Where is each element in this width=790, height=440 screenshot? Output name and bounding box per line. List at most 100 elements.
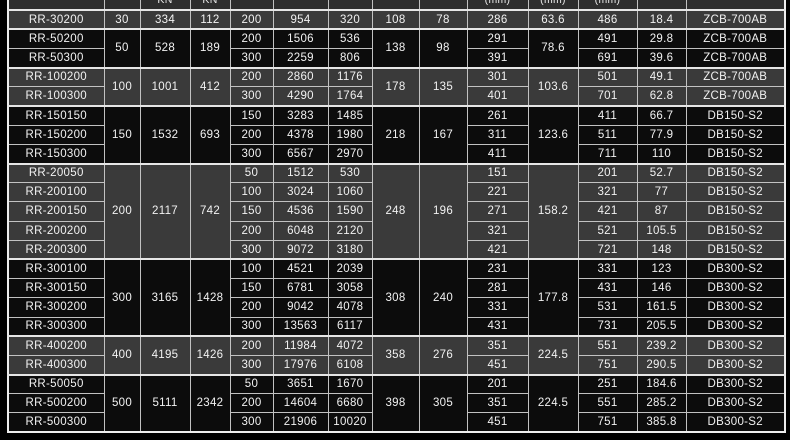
val3-cell: 49.1: [636, 66, 687, 88]
pump-model-cell: DB150-S2: [685, 182, 786, 203]
dia1-cell: 308: [371, 258, 420, 337]
pump-model-cell: DB150-S2: [685, 201, 786, 222]
val1-cell: 4290: [272, 86, 329, 107]
mm1-cell: 201: [466, 373, 529, 395]
mid-cell: 177.8: [527, 258, 579, 337]
stroke-cell: 50: [229, 373, 274, 395]
table-row: RR-150200 200 4378 1980 311 511 77.9 DB150-S2: [7, 124, 786, 145]
tonnage-cell: 200: [103, 162, 141, 260]
stroke-cell: 200: [229, 8, 274, 30]
mm2-cell: 551: [577, 393, 638, 414]
dia2-cell: 135: [418, 66, 468, 107]
tonnage-cell: 50: [103, 28, 141, 69]
dia1-cell: 358: [371, 335, 420, 376]
mm2-cell: 501: [577, 66, 638, 88]
kn2-cell: 1428: [189, 258, 231, 337]
pump-model-cell: DB300-S2: [685, 354, 786, 376]
mm2-cell: 251: [577, 373, 638, 395]
val2-cell: 1485: [327, 104, 373, 126]
val2-cell: 6117: [327, 316, 373, 337]
mm1-cell: 401: [466, 86, 529, 107]
mm2-cell: 711: [577, 143, 638, 165]
dia2-cell: 98: [418, 28, 468, 69]
dia2-cell: 276: [418, 335, 468, 376]
pump-model-cell: DB300-S2: [685, 297, 786, 318]
stroke-cell: 300: [229, 412, 274, 433]
val2-cell: 2970: [327, 143, 373, 165]
val1-cell: 9042: [272, 297, 329, 318]
mid-cell: 63.6: [527, 8, 579, 30]
val1-cell: 4536: [272, 201, 329, 222]
kn2-cell: 112: [189, 8, 231, 30]
mm1-cell: 351: [466, 393, 529, 414]
header-cell: [418, 0, 468, 11]
mm2-cell: 491: [577, 28, 638, 49]
tonnage-cell: 150: [103, 104, 141, 164]
table-row: RR-100300 300 4290 1764 401 701 62.8 ZCB-700AB: [7, 86, 786, 107]
dia2-cell: 78: [418, 8, 468, 30]
mm1-cell: 451: [466, 412, 529, 433]
stroke-cell: 200: [229, 124, 274, 145]
mm2-cell: 431: [577, 278, 638, 299]
stroke-cell: 200: [229, 66, 274, 88]
unit-header-cell: KN: [189, 0, 231, 11]
val3-cell: 123: [636, 258, 687, 280]
model-cell: RR-200150: [7, 201, 105, 222]
kn1-cell: 3165: [139, 258, 191, 337]
model-cell: RR-30200: [7, 8, 105, 30]
val1-cell: 1506: [272, 28, 329, 49]
val3-cell: 77: [636, 182, 687, 203]
val2-cell: 320: [327, 8, 373, 30]
mm2-cell: 486: [577, 8, 638, 30]
dia1-cell: 248: [371, 162, 420, 260]
val1-cell: 2259: [272, 47, 329, 69]
mm1-cell: 451: [466, 354, 529, 376]
kn1-cell: 2117: [139, 162, 191, 260]
pump-model-cell: DB300-S2: [685, 393, 786, 414]
stroke-cell: 200: [229, 28, 274, 49]
table-row: RR-150300 300 6567 2970 411 711 110 DB150-S2: [7, 143, 786, 165]
val2-cell: 530: [327, 162, 373, 184]
pump-model-cell: DB300-S2: [685, 373, 786, 395]
val3-cell: 39.6: [636, 47, 687, 69]
stroke-cell: 300: [229, 354, 274, 376]
model-cell: RR-150300: [7, 143, 105, 165]
pump-model-cell: DB150-S2: [685, 239, 786, 260]
tonnage-cell: 30: [103, 8, 141, 30]
val2-cell: 6108: [327, 354, 373, 376]
unit-header-cell: (mm): [466, 0, 529, 11]
stroke-cell: 200: [229, 297, 274, 318]
pump-model-cell: ZCB-700AB: [685, 66, 786, 88]
model-cell: RR-20050: [7, 162, 105, 184]
mm1-cell: 221: [466, 182, 529, 203]
stroke-cell: 300: [229, 47, 274, 69]
pump-model-cell: ZCB-700AB: [685, 86, 786, 107]
val2-cell: 1980: [327, 124, 373, 145]
val3-cell: 205.5: [636, 316, 687, 337]
model-cell: RR-400200: [7, 335, 105, 356]
table-row: RR-200200 200 6048 2120 321 521 105.5 DB150-S2: [7, 220, 786, 241]
val1-cell: 6048: [272, 220, 329, 241]
mm2-cell: 691: [577, 47, 638, 69]
pump-model-cell: ZCB-700AB: [685, 8, 786, 30]
val1-cell: 14604: [272, 393, 329, 414]
pump-model-cell: DB150-S2: [685, 162, 786, 184]
model-cell: RR-150150: [7, 104, 105, 126]
header-cell: [272, 0, 329, 11]
mm2-cell: 721: [577, 239, 638, 260]
table-row: RR-20050 200 2117 742 50 1512 530 248 196 151 158.…: [7, 162, 786, 260]
header-cell: [327, 0, 373, 11]
stroke-cell: 300: [229, 239, 274, 260]
val2-cell: 1176: [327, 66, 373, 88]
mm1-cell: 351: [466, 335, 529, 356]
mm1-cell: 291: [466, 28, 529, 49]
table-row: RR-30200 30 334 112 200 954 320 108 78 286 63.6 486…: [7, 8, 786, 30]
val2-cell: 2120: [327, 220, 373, 241]
mm1-cell: 231: [466, 258, 529, 280]
stroke-cell: 300: [229, 143, 274, 165]
dia1-cell: 138: [371, 28, 420, 69]
mm2-cell: 321: [577, 182, 638, 203]
kn1-cell: 4195: [139, 335, 191, 376]
val1-cell: 1512: [272, 162, 329, 184]
mm2-cell: 731: [577, 316, 638, 337]
